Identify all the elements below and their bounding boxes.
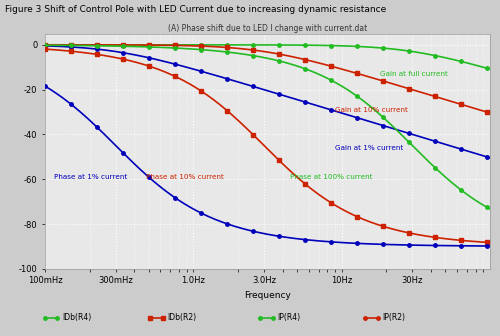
- Text: IP(R4): IP(R4): [278, 313, 300, 322]
- Text: Phase at 1% current: Phase at 1% current: [54, 174, 128, 180]
- Text: Phase at 100% current: Phase at 100% current: [290, 174, 372, 180]
- Text: Gain at full current: Gain at full current: [380, 71, 448, 77]
- X-axis label: Frequency: Frequency: [244, 291, 291, 300]
- Text: Gain at 10% current: Gain at 10% current: [335, 107, 408, 113]
- Text: IDb(R2): IDb(R2): [168, 313, 196, 322]
- Text: Phase at 10% current: Phase at 10% current: [146, 174, 224, 180]
- Text: Figure 3 Shift of Control Pole with LED Current due to increasing dynamic resist: Figure 3 Shift of Control Pole with LED …: [5, 5, 386, 14]
- Text: Gain at 1% current: Gain at 1% current: [335, 145, 403, 151]
- Text: IDb(R4): IDb(R4): [62, 313, 92, 322]
- Text: IP(R2): IP(R2): [382, 313, 406, 322]
- Title: (A) Phase shift due to LED I change with current.dat: (A) Phase shift due to LED I change with…: [168, 24, 367, 33]
